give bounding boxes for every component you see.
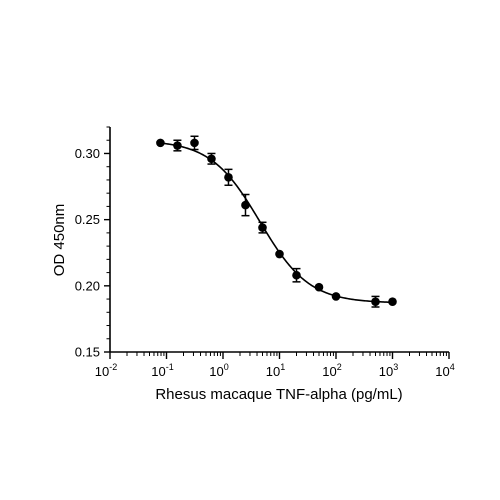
x-tick-base: 10	[266, 364, 280, 379]
x-tick-exponent: 4	[450, 362, 455, 372]
data-point-10	[331, 292, 341, 301]
point-marker	[371, 297, 380, 307]
point-marker	[331, 292, 341, 301]
data-point-3	[207, 152, 216, 165]
point-marker	[207, 154, 216, 164]
data-point-2	[190, 135, 199, 151]
x-tick-base: 10	[209, 364, 223, 379]
fit-curve-layer	[160, 142, 393, 304]
data-point-4	[224, 168, 233, 186]
point-marker	[241, 200, 250, 210]
y-tick-label-1: 0.20	[75, 278, 100, 293]
x-tick-exponent: 0	[224, 362, 229, 372]
point-marker	[314, 282, 324, 292]
data-point-8	[292, 267, 301, 283]
x-axis-title: Rhesus macaque TNF-alpha (pg/mL)	[155, 386, 402, 403]
x-tick-label-5: 103	[379, 362, 398, 379]
x-tick-base: 10	[151, 364, 165, 379]
x-tick-exponent: 1	[280, 362, 285, 372]
data-point-6	[258, 221, 267, 234]
x-tick-exponent: -1	[166, 362, 174, 372]
x-tick-label-2: 100	[209, 362, 228, 379]
x-tick-label-1: 10-1	[151, 362, 173, 379]
data-point-7	[275, 249, 284, 259]
point-marker	[388, 297, 397, 307]
point-marker	[190, 138, 199, 148]
x-tick-base: 10	[379, 364, 393, 379]
y-tick-label-2: 0.25	[75, 212, 100, 227]
point-marker	[292, 270, 301, 280]
data-point-5	[241, 193, 250, 217]
point-marker	[258, 223, 267, 232]
x-tick-label-3: 101	[266, 362, 285, 379]
x-tick-exponent: -2	[109, 362, 117, 372]
x-tick-base: 10	[95, 364, 109, 379]
y-tick-label-0: 0.15	[75, 345, 100, 360]
point-marker	[173, 141, 182, 150]
x-tick-exponent: 3	[393, 362, 398, 372]
data-point-9	[314, 282, 324, 292]
x-tick-base: 10	[435, 364, 449, 379]
x-tick-label-6: 104	[435, 362, 454, 379]
fit-curve	[160, 142, 393, 304]
x-tick-label-0: 10-2	[95, 362, 117, 379]
data-point-0	[156, 138, 165, 148]
point-marker	[156, 138, 165, 148]
x-tick-exponent: 2	[337, 362, 342, 372]
point-marker	[275, 249, 284, 259]
x-tick-label-4: 102	[322, 362, 341, 379]
data-points-layer	[156, 135, 397, 308]
data-point-12	[388, 297, 397, 307]
x-tick-base: 10	[322, 364, 336, 379]
data-point-1	[173, 139, 182, 152]
y-axis-title: OD 450nm	[51, 204, 68, 277]
data-point-11	[371, 295, 380, 308]
y-tick-label-3: 0.30	[75, 146, 100, 161]
point-marker	[224, 172, 233, 182]
